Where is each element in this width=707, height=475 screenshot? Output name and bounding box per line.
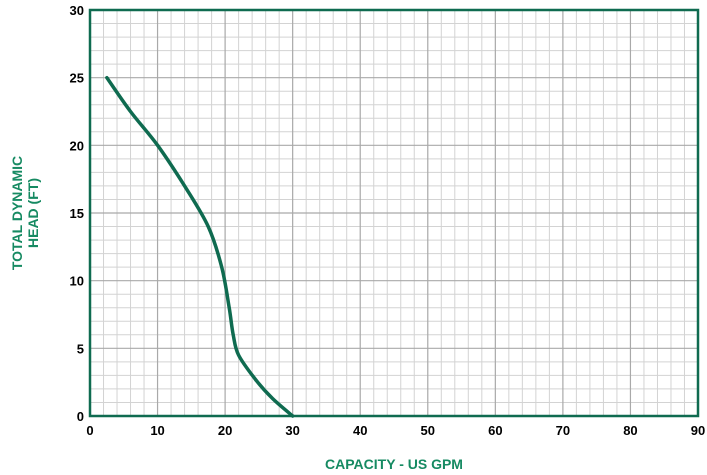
x-tick-labels: 0 10 20 30 40 50 60 70 80 90: [86, 423, 705, 438]
y-tick-label: 20: [70, 138, 84, 153]
x-tick-label: 0: [86, 423, 93, 438]
y-tick-label: 5: [77, 341, 84, 356]
x-tick-label: 30: [285, 423, 299, 438]
curve-layer: [105, 75, 295, 418]
grid: [89, 9, 699, 417]
plot-frame: [88, 8, 700, 418]
pump-performance-curve: [105, 75, 295, 418]
x-tick-label: 40: [353, 423, 367, 438]
y-tick-label: 15: [70, 206, 84, 221]
x-tick-label: 90: [691, 423, 705, 438]
x-tick-label: 20: [218, 423, 232, 438]
y-axis-title-line-1: TOTAL DYNAMIC: [9, 156, 25, 270]
y-tick-label: 10: [70, 274, 84, 289]
y-tick-label: 0: [77, 409, 84, 424]
x-tick-label: 50: [421, 423, 435, 438]
x-tick-label: 10: [150, 423, 164, 438]
y-axis-title-line-2: HEAD (FT): [25, 178, 41, 248]
x-tick-label: 60: [488, 423, 502, 438]
x-axis-title: CAPACITY - US GPM: [325, 456, 463, 472]
y-tick-label: 25: [70, 71, 84, 86]
x-tick-label: 80: [623, 423, 637, 438]
x-tick-label: 70: [556, 423, 570, 438]
y-tick-labels: 0 5 10 15 20 25 30: [70, 3, 84, 424]
y-tick-label: 30: [70, 3, 84, 18]
